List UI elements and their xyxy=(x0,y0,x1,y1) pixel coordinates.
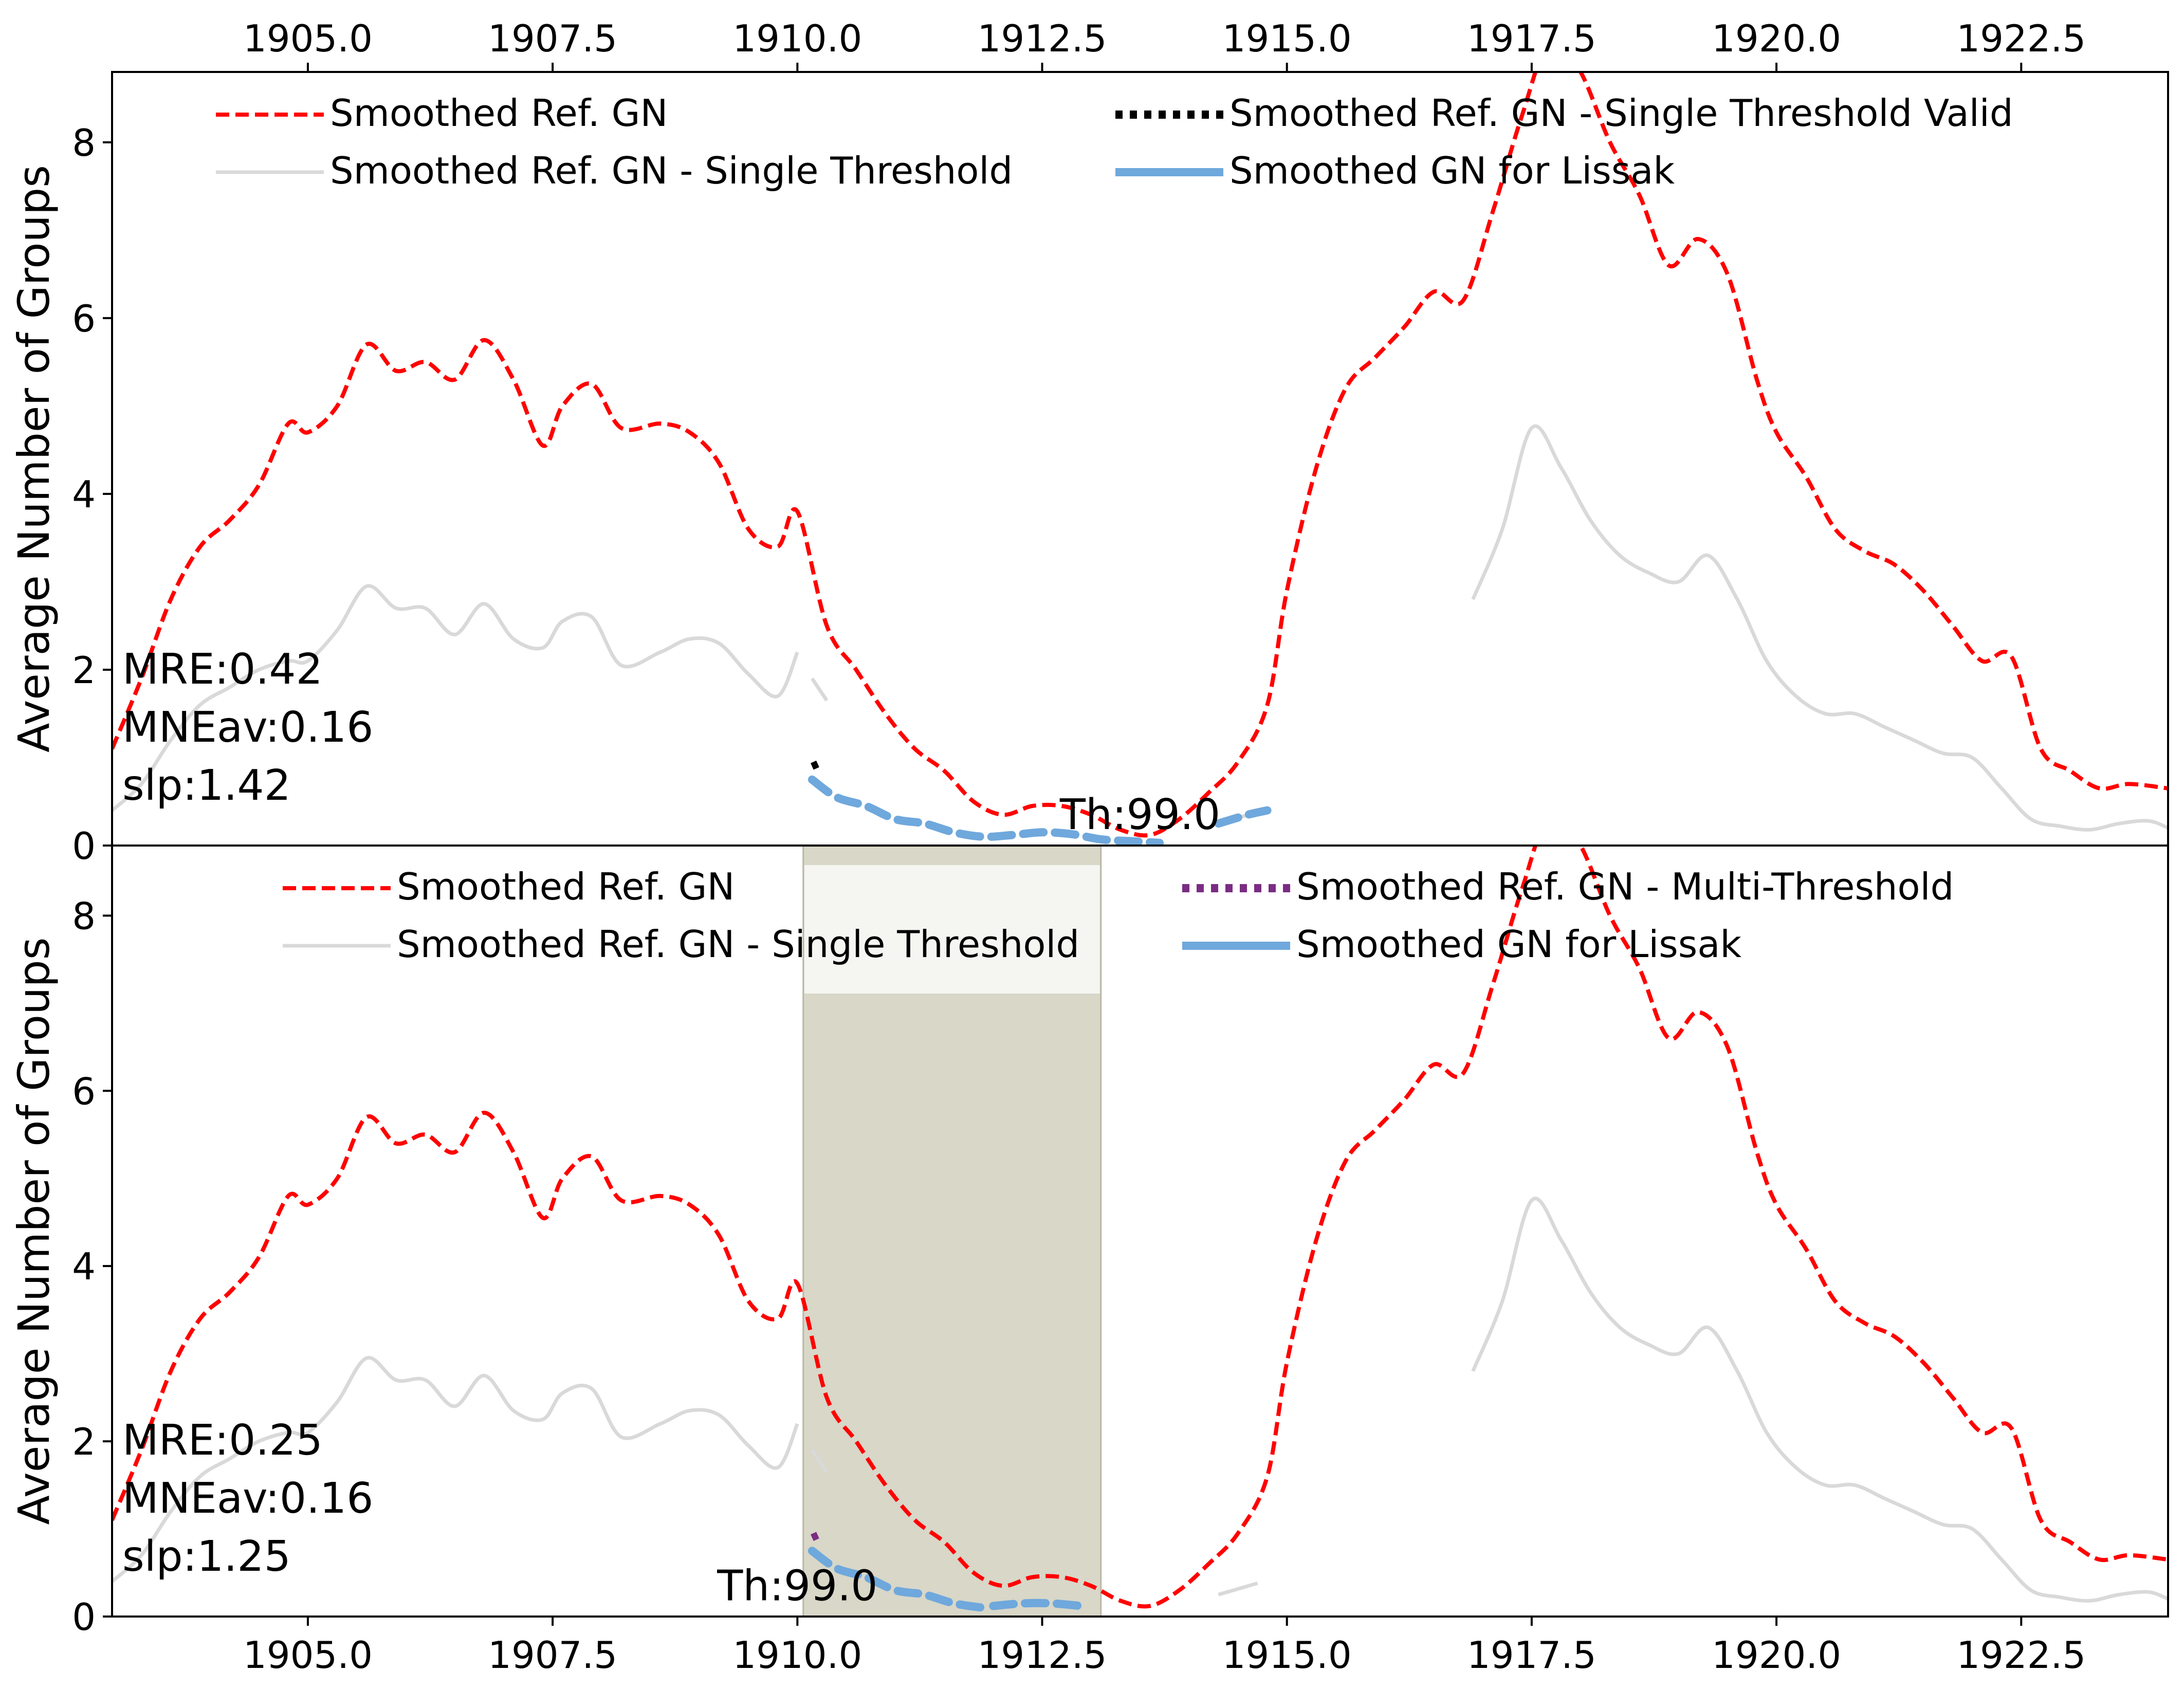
series-line xyxy=(811,1449,829,1473)
x-tick-label: 1915.0 xyxy=(1222,1633,1352,1677)
series-0 xyxy=(112,846,2168,1609)
stat-mre: MRE:0.25 xyxy=(122,1416,323,1465)
series-3 xyxy=(807,775,1272,846)
x-tick-label: 1922.5 xyxy=(1956,1633,2086,1677)
series-line xyxy=(811,1530,823,1541)
series-line xyxy=(1214,806,1272,828)
panels: Smoothed Ref. GN Smoothed Ref. GN - Singl… xyxy=(9,17,2169,1677)
x-tick-label: 1905.0 xyxy=(243,17,373,60)
panel-bottom: Smoothed Ref. GN Smoothed Ref. GN - Singl… xyxy=(9,844,2169,1677)
x-tick-label: 1912.5 xyxy=(978,1633,1107,1677)
legend: Smoothed Ref. GN Smoothed Ref. GN - Singl… xyxy=(283,865,1954,994)
series-line xyxy=(989,1599,1086,1610)
series-line xyxy=(112,72,2168,838)
legend-backdrop xyxy=(804,865,1100,994)
legend-label: Smoothed Ref. GN - Multi-Threshold xyxy=(1296,865,1954,908)
x-tick-label: 1922.5 xyxy=(1956,17,2086,60)
panel-top: Smoothed Ref. GN Smoothed Ref. GN - Singl… xyxy=(9,17,2169,868)
axes-frame xyxy=(111,844,2169,1618)
series-line xyxy=(811,759,823,770)
series-line xyxy=(112,1356,799,1583)
legend-label: Smoothed Ref. GN - Single Threshold xyxy=(397,923,1079,966)
series-3 xyxy=(807,1547,1086,1612)
x-tick-label: 1917.5 xyxy=(1467,17,1596,60)
legend-item: Smoothed Ref. GN - Multi-Threshold xyxy=(1182,865,1954,908)
stat-mneav: MNEav:0.16 xyxy=(122,1474,373,1523)
legend-item: Smoothed Ref. GN - Single Threshold xyxy=(283,923,1079,966)
x-tick-label: 1910.0 xyxy=(732,1633,862,1677)
y-tick-label: 0 xyxy=(72,1595,96,1639)
stats: MRE:0.25 MNEav:0.16 slp:1.25 xyxy=(122,1416,373,1581)
x-tick-label: 1907.5 xyxy=(488,1633,617,1677)
series-line xyxy=(807,775,1164,846)
legend-label: Smoothed Ref. GN xyxy=(330,91,668,135)
y-tick-label: 6 xyxy=(72,297,96,340)
legend-label: Smoothed Ref. GN - Single Threshold Vali… xyxy=(1229,91,2013,135)
legend-label: Smoothed Ref. GN xyxy=(397,865,735,908)
legend-item: Smoothed Ref. GN - Single Threshold Vali… xyxy=(1115,91,2013,135)
series-line xyxy=(112,584,799,812)
series-line xyxy=(1218,1581,1258,1596)
y-tick-label: 8 xyxy=(72,894,96,938)
plot-area xyxy=(112,72,2168,846)
series-line xyxy=(807,1547,988,1612)
x-axis: 1905.0 1907.5 1910.0 1912.5 1915.0 1917.5 1920… xyxy=(243,1617,2086,1677)
series-line xyxy=(1471,1197,2168,1603)
series-0 xyxy=(112,72,2168,838)
x-tick-label: 1912.5 xyxy=(978,17,1107,60)
y-tick-label: 6 xyxy=(72,1070,96,1113)
x-tick-label: 1915.0 xyxy=(1222,17,1352,60)
x-tick-label: 1917.5 xyxy=(1467,1633,1596,1677)
stat-slp: slp:1.42 xyxy=(122,761,291,810)
series-1 xyxy=(112,1197,2168,1603)
series-line xyxy=(112,846,2168,1609)
stat-mre: MRE:0.42 xyxy=(122,645,323,694)
legend-label: Smoothed Ref. GN - Single Threshold xyxy=(330,149,1013,192)
y-tick-label: 2 xyxy=(72,649,96,692)
y-tick-label: 8 xyxy=(72,121,96,164)
legend-label: Smoothed GN for Lissak xyxy=(1229,149,1675,192)
x-tick-label: 1910.0 xyxy=(732,17,862,60)
series-2 xyxy=(811,1530,823,1541)
y-axis: 0 2 4 6 8 xyxy=(72,121,112,868)
y-axis: 0 2 4 6 8 xyxy=(72,894,112,1639)
x-tick-label: 1920.0 xyxy=(1712,1633,1841,1677)
y-tick-label: 4 xyxy=(72,1245,96,1288)
series-line xyxy=(811,677,829,702)
stat-mneav: MNEav:0.16 xyxy=(122,703,373,752)
y-axis-label: Average Number of Groups xyxy=(9,165,59,752)
legend-item: Smoothed GN for Lissak xyxy=(1182,923,1741,966)
x-tick-label: 1905.0 xyxy=(243,1633,373,1677)
y-tick-label: 2 xyxy=(72,1420,96,1463)
stat-slp: slp:1.25 xyxy=(122,1532,291,1581)
y-tick-label: 4 xyxy=(72,473,96,516)
series-2 xyxy=(811,759,823,770)
x-axis: 1905.0 1907.5 1910.0 1912.5 1915.0 1917.5 1920… xyxy=(243,17,2086,72)
legend-label: Smoothed GN for Lissak xyxy=(1296,923,1741,966)
threshold-label: Th:99.0 xyxy=(1059,791,1220,839)
plot-area xyxy=(112,846,2168,1612)
legend: Smoothed Ref. GN Smoothed Ref. GN - Singl… xyxy=(216,91,2013,192)
series-line xyxy=(1471,424,2168,832)
legend-item: Smoothed Ref. GN xyxy=(283,865,735,908)
legend-item: Smoothed Ref. GN xyxy=(216,91,668,135)
legend-item: Smoothed GN for Lissak xyxy=(1115,149,1675,192)
y-axis-label: Average Number of Groups xyxy=(9,938,59,1525)
legend-item: Smoothed Ref. GN - Single Threshold xyxy=(216,149,1013,192)
x-tick-label: 1907.5 xyxy=(488,17,617,60)
y-tick-label: 0 xyxy=(72,824,96,868)
stats: MRE:0.42 MNEav:0.16 slp:1.42 xyxy=(122,645,373,810)
threshold-label: Th:99.0 xyxy=(717,1562,877,1610)
x-tick-label: 1920.0 xyxy=(1712,17,1841,60)
